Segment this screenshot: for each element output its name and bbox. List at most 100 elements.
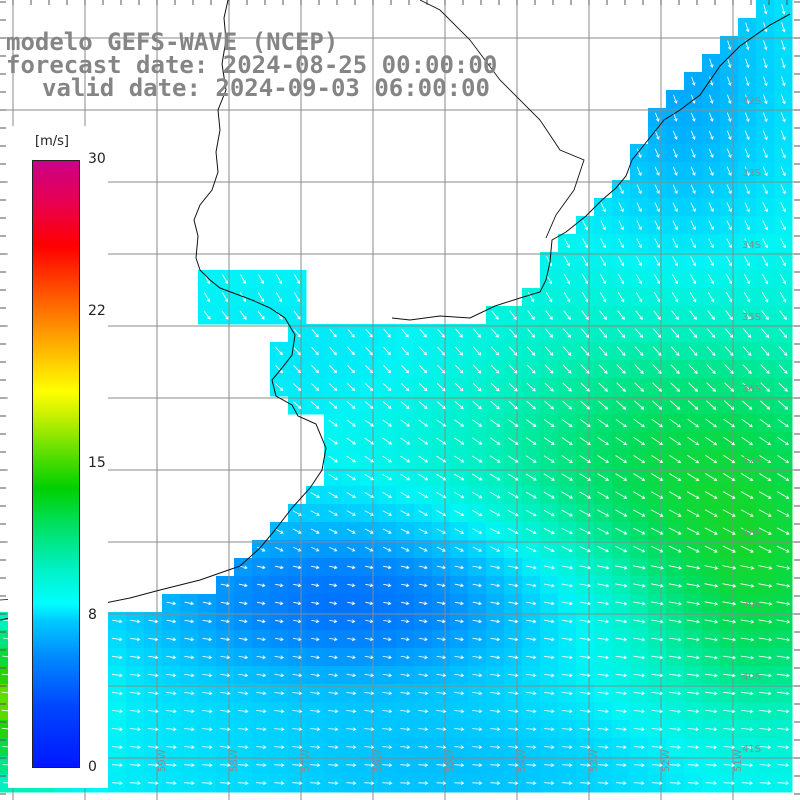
wind-arrow (257, 601, 266, 606)
wind-arrow (328, 745, 339, 750)
wind-arrow (220, 727, 231, 732)
wind-arrow (562, 781, 573, 786)
wind-arrow (778, 346, 788, 356)
wind-arrow (220, 637, 231, 642)
wind-arrow (508, 655, 519, 660)
wind-arrow (111, 727, 123, 732)
wind-arrow (740, 473, 754, 482)
wind-arrow (761, 310, 769, 321)
wind-arrow (564, 256, 570, 267)
wind-arrow (130, 619, 141, 624)
wind-arrow (723, 691, 736, 696)
wind-arrow (778, 400, 789, 410)
wind-arrow (652, 382, 663, 392)
latitude-label: 40S (742, 672, 761, 683)
wind-arrow (238, 655, 249, 660)
wind-arrow (780, 238, 786, 249)
wind-arrow (762, 148, 768, 159)
wind-arrow (615, 545, 628, 553)
wind-arrow (742, 328, 752, 338)
wind-arrow (310, 727, 321, 732)
wind-arrow (581, 310, 589, 321)
wind-arrow (633, 637, 646, 642)
wind-arrow (690, 148, 696, 158)
wind-arrow (310, 745, 321, 750)
wind-arrow (508, 400, 518, 410)
wind-arrow (347, 565, 356, 570)
wind-arrow (759, 763, 772, 768)
wind-arrow (742, 364, 752, 374)
wind-arrow (651, 509, 664, 517)
wind-arrow (238, 583, 248, 588)
wind-arrow (633, 545, 646, 553)
wind-arrow (508, 546, 519, 552)
wind-arrow (310, 655, 320, 660)
wind-arrow (561, 673, 573, 678)
wind-arrow (706, 382, 717, 392)
wind-arrow (758, 619, 773, 624)
wind-arrow (165, 727, 177, 732)
wind-arrow (293, 328, 301, 338)
wind-arrow (705, 418, 717, 428)
wind-arrow (597, 691, 609, 696)
wind-arrow (454, 763, 465, 768)
wind-arrow (633, 709, 645, 714)
wind-arrow (722, 673, 736, 678)
wind-arrow (472, 437, 483, 445)
wind-arrow (635, 310, 643, 321)
wind-arrow (636, 238, 642, 249)
wind-arrow (687, 781, 699, 786)
wind-arrow (525, 455, 537, 463)
wind-arrow (346, 745, 357, 750)
wind-arrow (687, 709, 700, 714)
wind-arrow (545, 310, 553, 321)
wind-arrow (633, 455, 646, 464)
wind-arrow (777, 691, 790, 696)
wind-arrow (239, 310, 247, 320)
wind-arrow (274, 763, 285, 768)
wind-arrow (490, 382, 500, 392)
wind-arrow (418, 473, 429, 481)
wind-arrow (561, 655, 573, 660)
wind-arrow (543, 565, 555, 570)
wind-arrow (111, 781, 123, 786)
wind-arrow (722, 509, 736, 517)
wind-arrow (148, 637, 159, 642)
wind-arrow (778, 364, 788, 374)
wind-arrow (708, 220, 714, 231)
wind-arrow (238, 781, 249, 786)
wind-arrow (311, 365, 320, 374)
longitude-label: 51W (733, 749, 744, 772)
wind-arrow (454, 364, 464, 374)
wind-arrow (382, 383, 392, 392)
wind-arrow (328, 781, 339, 786)
wind-arrow (526, 637, 537, 642)
wind-arrow (418, 437, 429, 445)
wind-arrow (668, 583, 682, 588)
wind-arrow (598, 400, 609, 410)
wind-arrow (436, 637, 446, 642)
wind-arrow (274, 673, 285, 678)
wind-arrow (258, 274, 264, 285)
wind-arrow (347, 383, 356, 392)
wind-arrow (724, 346, 734, 356)
wind-arrow (184, 619, 195, 624)
wind-arrow (382, 419, 392, 427)
wind-arrow (741, 418, 753, 428)
wind-arrow (654, 256, 660, 267)
wind-arrow (651, 473, 664, 481)
wind-arrow (365, 619, 374, 624)
wind-arrow (347, 619, 356, 624)
wind-arrow (328, 437, 338, 445)
wind-arrow (418, 510, 429, 516)
wind-arrow (561, 437, 573, 445)
wind-arrow (202, 709, 213, 714)
wind-arrow (526, 400, 536, 410)
wind-arrow (436, 401, 446, 410)
wind-arrow (744, 148, 750, 159)
wind-arrow (508, 565, 519, 570)
wind-arrow (418, 419, 429, 427)
wind-arrow (490, 400, 500, 410)
wind-arrow (508, 781, 519, 786)
